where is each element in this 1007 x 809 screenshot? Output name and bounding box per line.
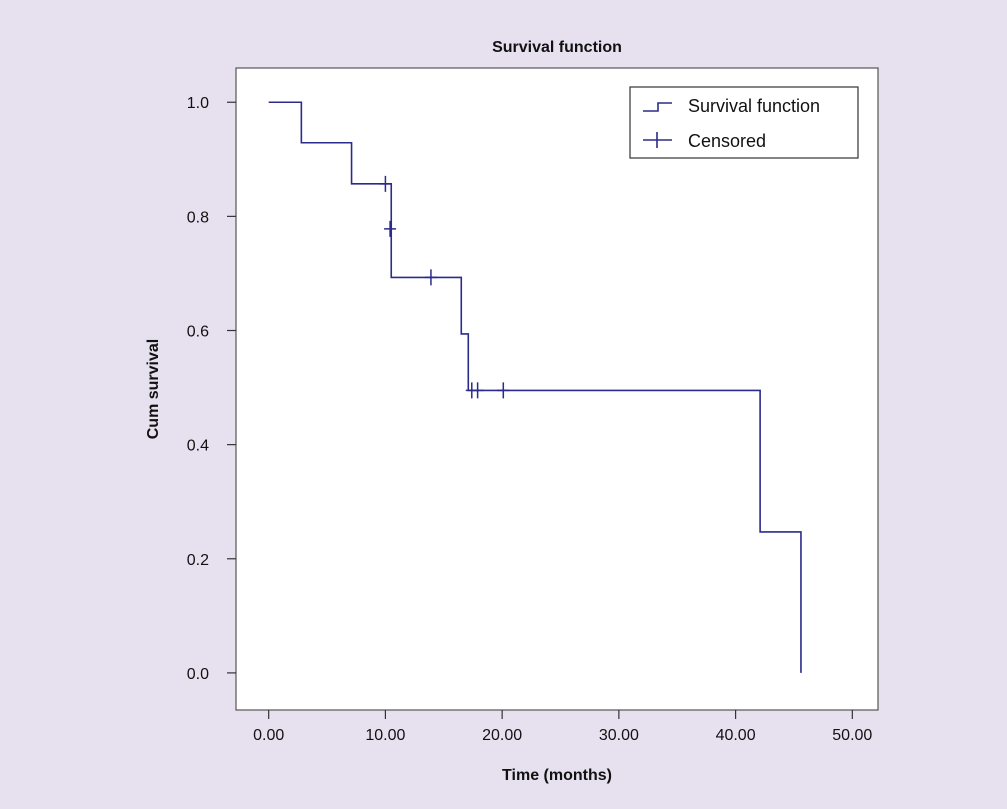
plot-area xyxy=(235,67,879,711)
y-tick-label: 0.0 xyxy=(187,666,209,683)
y-tick-label: 0.8 xyxy=(187,209,209,226)
legend-censor-symbol xyxy=(643,132,672,148)
censored-marker xyxy=(379,175,392,192)
y-tick-label: 1.0 xyxy=(187,95,209,112)
chart-title: Survival function xyxy=(492,39,622,56)
y-tick-label: 0.4 xyxy=(187,438,209,455)
legend-step-symbol xyxy=(643,102,672,112)
x-tick-label: 0.00 xyxy=(253,727,284,744)
censored-marker xyxy=(497,382,510,399)
x-axis-ticks: 0.00 10.00 20.00 30.00 40.00 50.00 xyxy=(253,710,872,744)
x-tick-label: 10.00 xyxy=(365,727,405,744)
censored-marker xyxy=(384,220,397,237)
series-layer xyxy=(268,101,802,673)
y-tick-label: 0.2 xyxy=(187,552,209,569)
legend: Survival function Censored xyxy=(629,86,859,159)
y-tick-label: 0.6 xyxy=(187,324,209,341)
censored-marker xyxy=(424,269,437,286)
x-tick-label: 30.00 xyxy=(599,727,639,744)
x-tick-label: 50.00 xyxy=(832,727,872,744)
censored-marker xyxy=(471,382,484,399)
legend-label-survival: Survival function xyxy=(688,96,820,116)
y-axis-label: Cum survival xyxy=(145,339,162,439)
x-tick-label: 40.00 xyxy=(716,727,756,744)
legend-box xyxy=(629,86,859,159)
x-tick-label: 20.00 xyxy=(482,727,522,744)
survival-step-line xyxy=(268,101,802,673)
legend-label-censored: Censored xyxy=(688,131,766,151)
y-axis-ticks: 0.0 0.2 0.4 0.6 0.8 1.0 xyxy=(187,95,236,683)
x-axis-label: Time (months) xyxy=(502,767,612,784)
